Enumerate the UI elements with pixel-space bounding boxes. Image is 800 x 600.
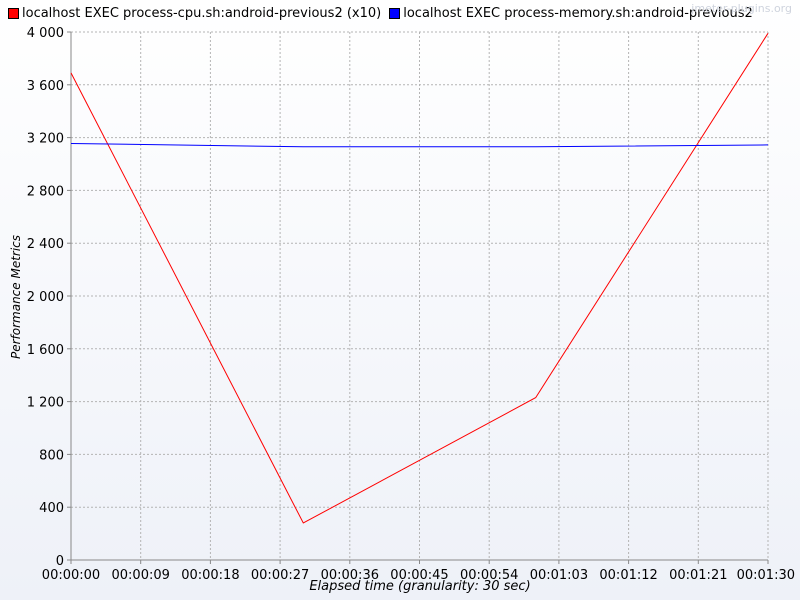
y-tick-label: 0	[56, 554, 64, 569]
x-tick-label: 00:00:27	[251, 568, 309, 583]
legend-swatch-memory	[389, 7, 401, 19]
legend-item-memory: localhost EXEC process-memory.sh:android…	[389, 6, 753, 21]
tick-layer: 0 400 800 1 200 1 600 2 000 2 400 2 800 3 200 3 6…	[27, 26, 795, 583]
x-tick-label: 00:01:12	[599, 568, 657, 583]
y-tick-label: 1 200	[27, 396, 64, 411]
y-tick-label: 4 000	[27, 26, 64, 41]
y-tick-label: 3 600	[27, 79, 64, 94]
legend-label-memory: localhost EXEC process-memory.sh:android…	[403, 5, 753, 21]
series-line-memory	[70, 143, 769, 148]
x-tick-label: 00:00:45	[390, 568, 448, 583]
y-tick-label: 3 200	[27, 132, 64, 147]
x-tick-label: 00:00:09	[112, 568, 170, 583]
x-tick-label: 00:00:18	[181, 568, 239, 583]
y-tick-label: 800	[39, 448, 64, 463]
x-tick-label: 00:00:00	[42, 568, 100, 583]
y-tick-label: 1 600	[27, 343, 64, 358]
grid-layer	[71, 31, 769, 560]
x-tick-label: 00:01:03	[530, 568, 588, 583]
x-tick-label: 00:01:21	[669, 568, 727, 583]
x-tick-label: 00:00:54	[460, 568, 518, 583]
legend-swatch-cpu	[8, 7, 19, 19]
x-tick-label: 00:00:36	[321, 568, 379, 583]
legend-item-cpu: localhost EXEC process-cpu.sh:android-pr…	[8, 6, 381, 21]
series-line-cpu	[70, 33, 769, 524]
y-tick-label: 2 400	[27, 237, 64, 252]
legend-label-cpu: localhost EXEC process-cpu.sh:android-pr…	[22, 5, 382, 21]
axis-layer	[67, 31, 769, 564]
x-axis-label: Elapsed time (granularity: 30 sec)	[309, 579, 531, 594]
y-tick-label: 2 000	[27, 290, 64, 305]
y-tick-label: 2 800	[27, 184, 64, 199]
y-axis-label: Performance Metrics	[9, 234, 23, 360]
legend: localhost EXEC process-cpu.sh:android-pr…	[8, 4, 761, 22]
series-layer	[70, 33, 769, 524]
y-tick-label: 400	[39, 501, 64, 516]
x-tick-label: 00:01:30	[737, 568, 795, 583]
watermark: jmeter-plugins.org	[691, 2, 792, 15]
